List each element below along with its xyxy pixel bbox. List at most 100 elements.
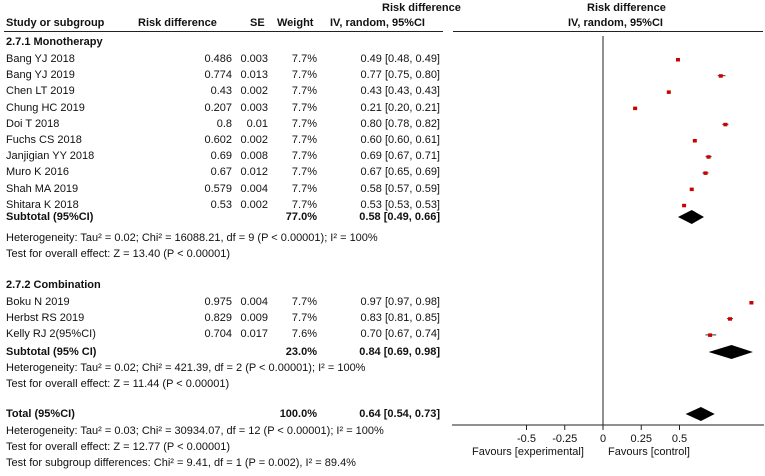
study-rd: 0.704: [204, 328, 232, 341]
study-name: Boku N 2019: [6, 296, 70, 308]
x-tick-label: 0.5: [672, 433, 687, 445]
study-name: Shitara K 2018: [6, 198, 79, 211]
study-se: 0.002: [240, 198, 268, 211]
study-ci: 0.97 [0.97, 0.98]: [360, 296, 440, 308]
study-rd: 0.579: [204, 182, 232, 195]
summary-diamond: [708, 345, 753, 359]
study-weight: 7.7%: [291, 296, 317, 308]
plot-column-title: Risk difference: [587, 2, 666, 14]
study-ci: 0.58 [0.57, 0.59]: [360, 182, 440, 195]
rd-column-header: Risk difference: [138, 17, 217, 29]
study-marker: [633, 106, 638, 111]
overall-effect-monotherapy: Test for overall effect: Z = 13.40 (P < …: [6, 248, 231, 260]
study-ci: 0.80 [0.78, 0.82]: [360, 117, 440, 130]
study-ci: 0.67 [0.65, 0.69]: [360, 166, 440, 179]
study-marker: [703, 171, 708, 175]
study-ci: 0.83 [0.81, 0.85]: [360, 312, 440, 325]
study-marker: [706, 155, 711, 159]
study-weight: 7.7%: [291, 150, 317, 163]
study-rd: 0.207: [204, 101, 232, 114]
study-name: Shah MA 2019: [6, 182, 79, 195]
study-name: Fuchs CS 2018: [6, 134, 82, 146]
subtotal-weight-monotherapy: 77.0%: [285, 211, 317, 223]
study-marker: [727, 317, 732, 321]
study-marker: [718, 74, 723, 78]
study-se: 0.01: [246, 117, 268, 130]
study-weight: 7.7%: [291, 53, 317, 65]
study-name: Doi T 2018: [6, 117, 60, 130]
study-se: 0.002: [240, 85, 268, 98]
study-weight: 7.7%: [291, 182, 317, 195]
study-ci: 0.70 [0.67, 0.74]: [360, 328, 440, 341]
study-rd: 0.69: [210, 150, 232, 163]
subtotal-label-monotherapy: Subtotal (95%CI): [6, 211, 94, 223]
study-ci: 0.77 [0.75, 0.80]: [360, 69, 440, 82]
study-marker: [723, 122, 728, 127]
total-label: Total (95%CI): [6, 408, 75, 420]
study-rd: 0.67: [210, 166, 232, 179]
weight-column-header: Weight: [277, 17, 314, 29]
subtotal-ci-monotherapy: 0.58 [0.49, 0.66]: [359, 211, 440, 223]
study-name: Janjigian YY 2018: [6, 150, 95, 163]
study-rd: 0.43: [210, 85, 232, 98]
heterogeneity-total: Heterogeneity: Tau² = 0.03; Chi² = 30934…: [6, 425, 384, 437]
study-se: 0.003: [240, 53, 268, 65]
study-name: Chung HC 2019: [6, 101, 85, 114]
study-ci: 0.49 [0.48, 0.49]: [360, 53, 440, 65]
total-weight: 100.0%: [279, 408, 317, 420]
study-se: 0.003: [240, 101, 268, 114]
study-rd: 0.829: [204, 312, 232, 325]
subgroup-differences: Test for subgroup differences: Chi² = 9.…: [6, 457, 356, 469]
study-se: 0.017: [240, 328, 268, 341]
study-name: Chen LT 2019: [6, 85, 75, 98]
group-title-monotherapy: 2.7.1 Monotherapy: [6, 36, 103, 48]
study-marker: [682, 203, 687, 208]
study-ci: 0.69 [0.67, 0.71]: [360, 150, 440, 163]
study-weight: 7.7%: [291, 198, 317, 211]
study-weight: 7.7%: [291, 134, 317, 146]
study-name: Herbst RS 2019: [6, 312, 85, 325]
subtotal-ci-combination: 0.84 [0.69, 0.98]: [359, 346, 440, 358]
overall-effect-total: Test for overall effect: Z = 12.77 (P < …: [6, 441, 231, 453]
study-name: Kelly RJ 2(95%CI): [6, 328, 96, 341]
group-title-combination: 2.7.2 Combination: [6, 279, 101, 291]
study-weight: 7.7%: [291, 85, 317, 98]
summary-diamond: [685, 407, 715, 421]
study-marker: [708, 333, 713, 337]
study-marker: [749, 301, 754, 305]
x-tick-label: -0.25: [552, 433, 577, 445]
study-weight: 7.7%: [291, 117, 317, 130]
study-name: Bang YJ 2019: [6, 69, 75, 82]
study-ci: 0.21 [0.20, 0.21]: [360, 101, 440, 114]
favours-control-label: Favours [control]: [608, 446, 690, 458]
study-rd: 0.8: [216, 117, 232, 130]
overall-effect-combination: Test for overall effect: Z = 11.44 (P < …: [6, 378, 230, 390]
study-se: 0.004: [240, 182, 268, 195]
study-rd: 0.602: [204, 134, 232, 146]
study-weight: 7.7%: [291, 101, 317, 114]
study-weight: 7.7%: [291, 166, 317, 179]
summary-diamond: [677, 210, 704, 224]
study-ci: 0.43 [0.43, 0.43]: [360, 85, 440, 98]
study-weight: 7.7%: [291, 312, 317, 325]
study-rd: 0.486: [204, 53, 232, 65]
study-column-header: Study or subgroup: [6, 17, 105, 29]
study-weight: 7.6%: [291, 328, 317, 341]
study-name: Bang YJ 2018: [6, 53, 75, 65]
study-marker: [689, 187, 694, 192]
study-weight: 7.7%: [291, 69, 317, 82]
ci-column-header: IV, random, 95%CI: [330, 17, 425, 29]
study-se: 0.008: [240, 150, 268, 163]
study-name: Muro K 2016: [6, 166, 69, 179]
total-ci: 0.64 [0.54, 0.73]: [359, 408, 440, 420]
study-marker: [675, 58, 680, 62]
x-tick-label: 0.25: [631, 433, 652, 445]
heterogeneity-monotherapy: Heterogeneity: Tau² = 0.02; Chi² = 16088…: [6, 232, 378, 244]
plot-column-header: IV, random, 95%CI: [568, 17, 663, 29]
favours-experimental-label: Favours [experimental]: [472, 446, 584, 458]
header-rule-plot: [453, 31, 763, 32]
study-se: 0.004: [240, 296, 268, 308]
study-rd: 0.53: [210, 198, 232, 211]
subtotal-weight-combination: 23.0%: [285, 346, 317, 358]
